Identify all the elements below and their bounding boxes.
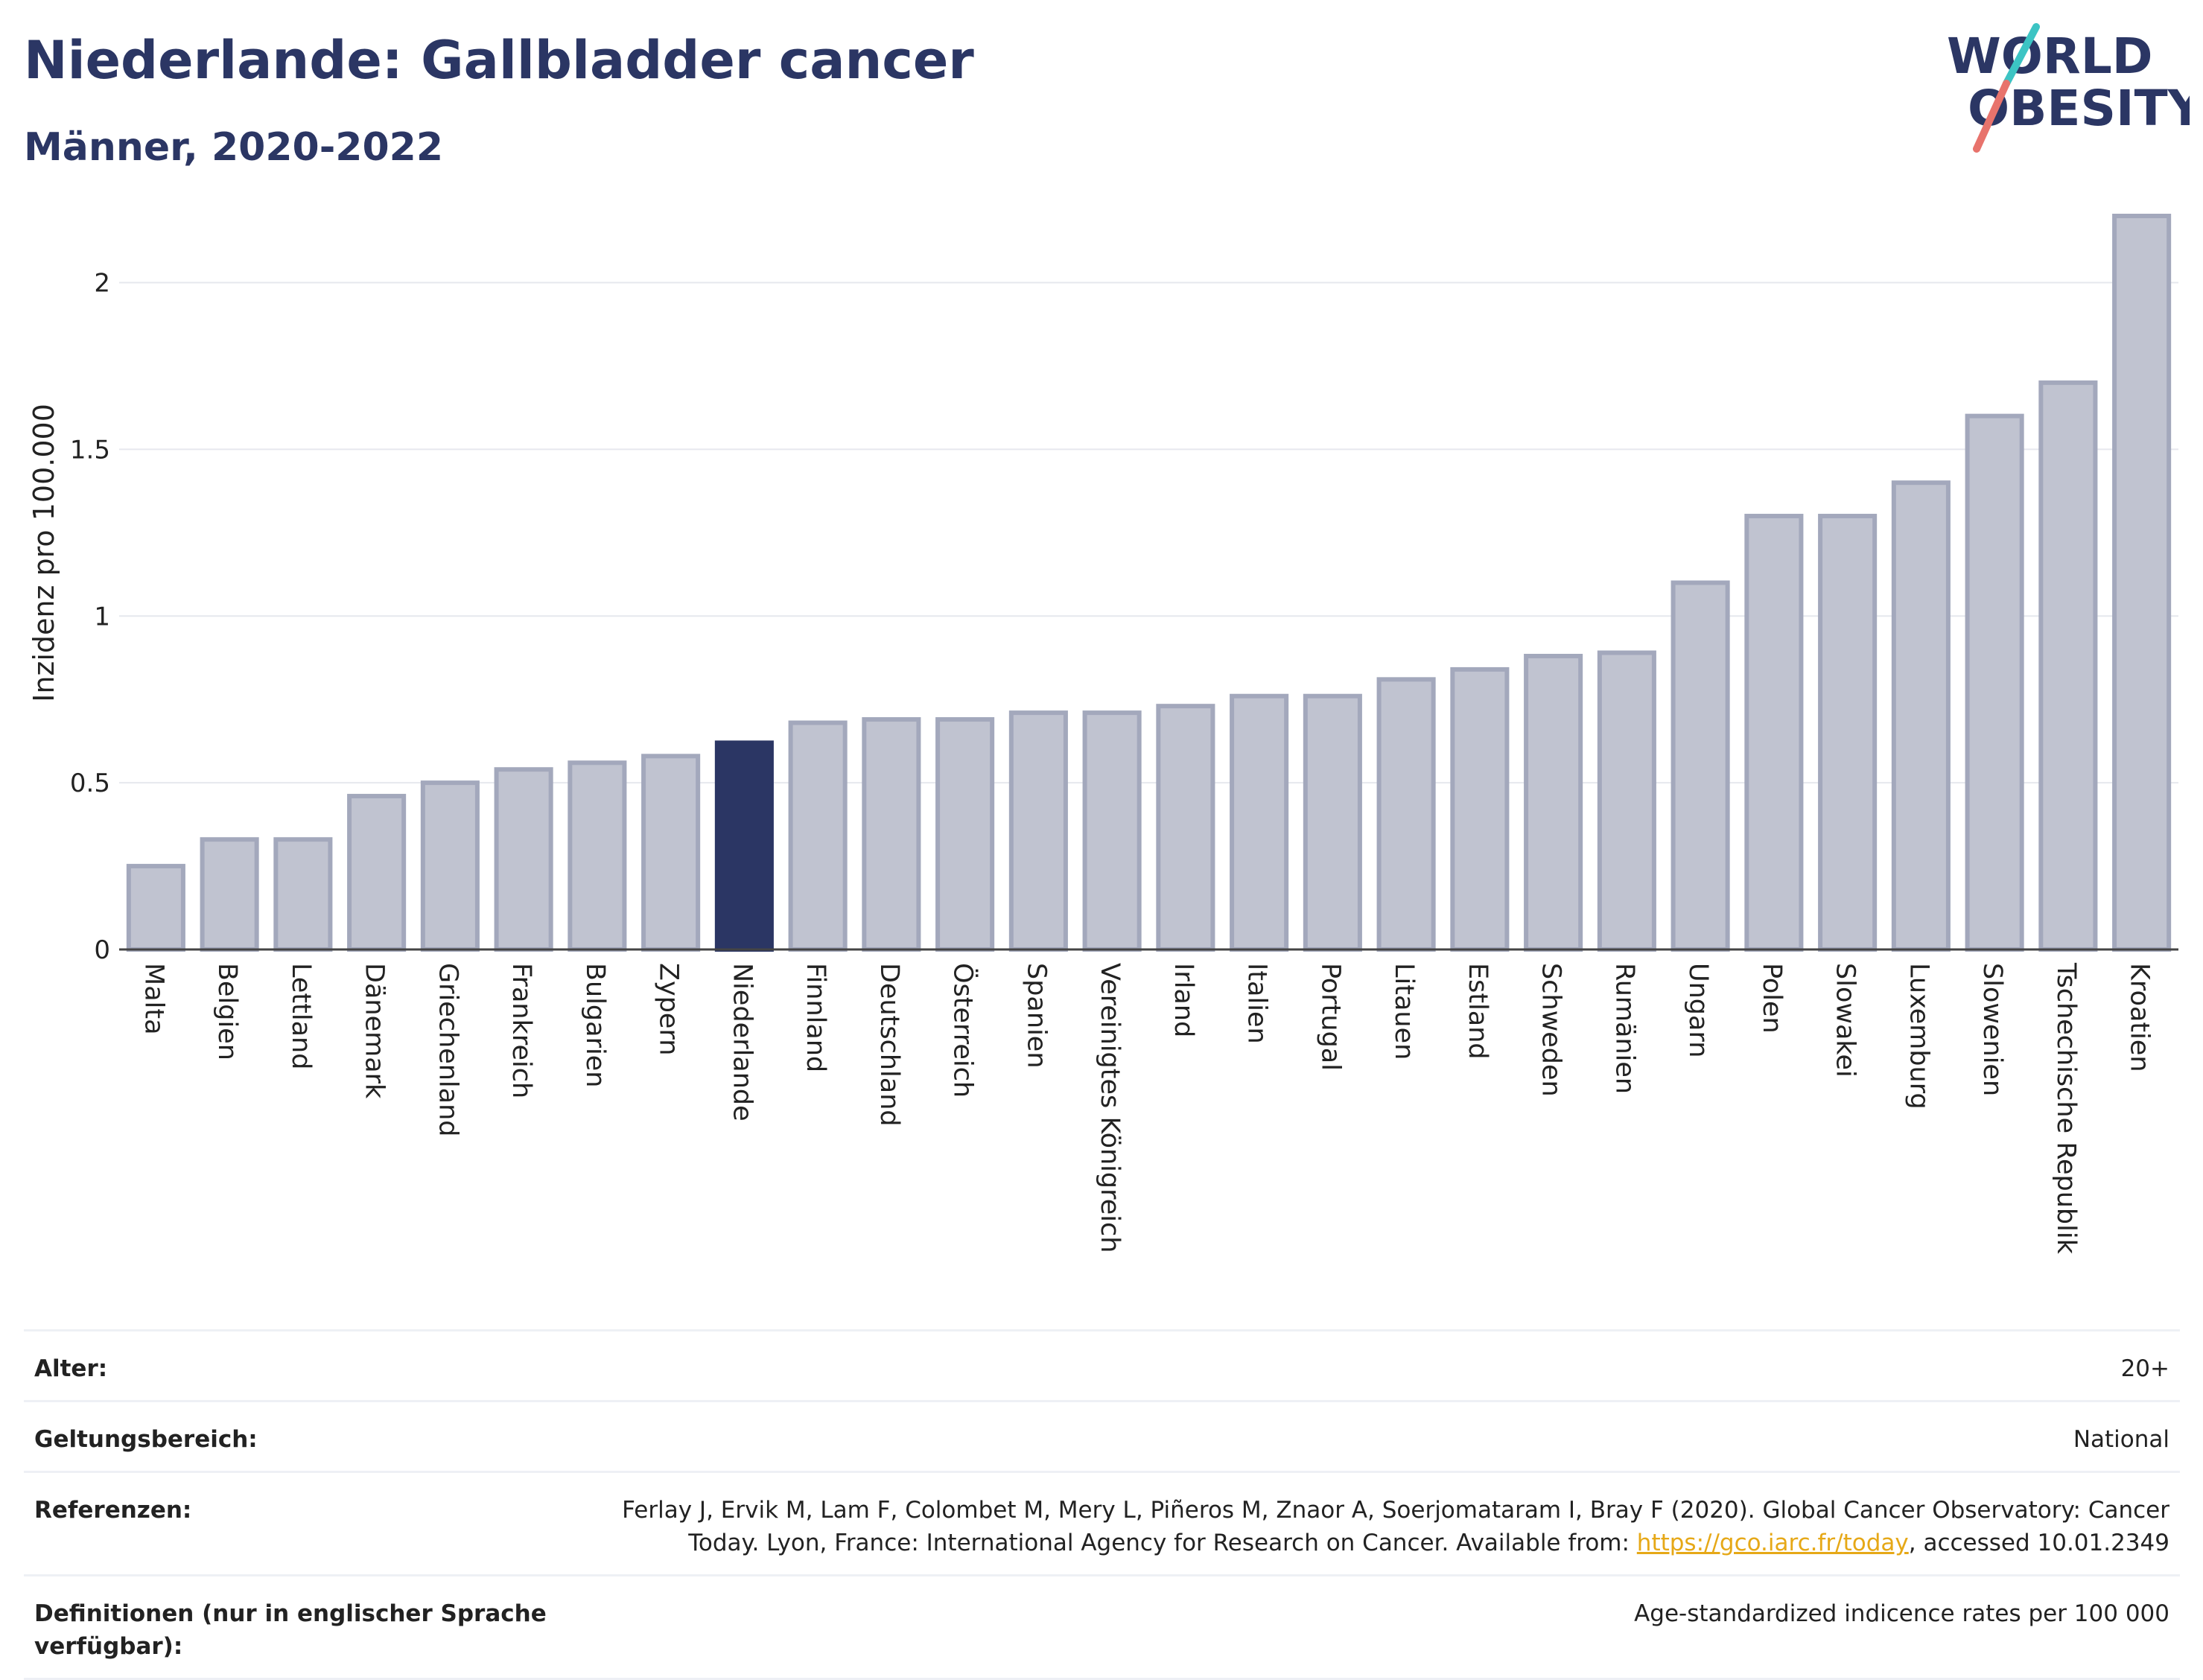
info-row-scope: Geltungsbereich: National [24, 1402, 2180, 1473]
info-row-definitions: Definitionen (nur in englischer Sprache … [24, 1576, 2180, 1680]
bar [1891, 480, 1951, 952]
age-label: Alter: [34, 1355, 108, 1382]
x-tick-label: Österreich [948, 963, 979, 1098]
bar [1450, 666, 1510, 952]
bars [126, 214, 2172, 952]
y-tick-label: 1 [94, 602, 110, 631]
x-tick-label: Slowenien [1977, 963, 2007, 1096]
bar [347, 794, 407, 952]
info-table: Alter: 20+ Geltungsbereich: National Ref… [24, 1329, 2180, 1680]
y-tick-label: 0.5 [70, 769, 110, 798]
y-tick-label: 1.5 [70, 435, 110, 465]
info-row-references: Referenzen: Ferlay J, Ervik M, Lam F, Co… [24, 1473, 2180, 1576]
bar [2038, 380, 2098, 952]
x-tick-label: Spanien [1021, 963, 1051, 1069]
x-tick-label: Schweden [1536, 963, 1566, 1097]
scope-value: National [2073, 1426, 2169, 1453]
x-tick-label: Bulgarien [580, 963, 610, 1087]
bar [788, 720, 848, 952]
x-tick-label: Litauen [1389, 963, 1419, 1060]
scope-label: Geltungsbereich: [34, 1426, 258, 1453]
definitions-value: Age-standardized indicence rates per 100… [1634, 1600, 2169, 1627]
x-tick-label: Estland [1463, 963, 1492, 1060]
logo-slash-top [2003, 23, 2040, 87]
bar [1008, 710, 1068, 952]
bar [1818, 513, 1878, 952]
bar [273, 837, 333, 952]
x-tick-label: Kroatien [2125, 963, 2155, 1072]
x-tick-label: Ungarn [1683, 963, 1713, 1057]
x-tick-label: Griechenland [433, 963, 462, 1136]
x-tick-label: Polen [1757, 963, 1787, 1034]
x-tick-label: Deutschland [874, 963, 904, 1127]
bar [1744, 513, 1804, 952]
page-title: Niederlande: Gallbladder cancer [24, 30, 974, 91]
bar [1156, 704, 1215, 952]
logo-slash-bottom [1973, 80, 2010, 153]
bar [494, 767, 553, 952]
bar [200, 837, 259, 952]
age-value: 20+ [2120, 1355, 2169, 1382]
references-text-line1: Ferlay J, Ervik M, Lam F, Colombet M, Me… [622, 1497, 2169, 1524]
definitions-label: Definitionen (nur in englischer Sprache … [34, 1600, 547, 1660]
x-tick-label: Lettland [286, 963, 316, 1069]
x-tick-label: Irland [1169, 963, 1198, 1037]
bar-chart: 0 0.5 1 1.5 2 Malta Belgien Lettland Dänemark Gr… [28, 214, 2178, 1255]
references-text-accessed: , accessed 10.01.2349 [1908, 1530, 2169, 1556]
references-value: Ferlay J, Ervik M, Lam F, Colombet M, Me… [556, 1494, 2169, 1559]
world-obesity-logo: WORLD OBESITY [1947, 23, 2190, 153]
x-tick-label: Slowakei [1831, 963, 1860, 1078]
y-axis-ticks: 0 0.5 1 1.5 2 [70, 269, 110, 965]
bar [568, 760, 627, 952]
logo-text-world: WORLD [1947, 28, 2153, 85]
x-tick-label: Zypern [654, 963, 684, 1055]
x-tick-label: Portugal [1315, 963, 1345, 1071]
page-subtitle: Männer, 2020-2022 [24, 125, 444, 170]
references-text-line2: Today. Lyon, France: International Agenc… [688, 1530, 1637, 1556]
x-tick-label: Frankreich [506, 963, 536, 1098]
bar [126, 864, 185, 952]
x-tick-label: Finnland [801, 963, 830, 1072]
bar [420, 780, 480, 952]
bar [862, 717, 921, 952]
bar [2112, 214, 2172, 952]
bar [1597, 650, 1656, 952]
x-tick-label: Vereinigtes Königreich [1095, 963, 1125, 1253]
bar [935, 717, 995, 952]
x-tick-label: Luxemburg [1904, 963, 1933, 1110]
bar [1376, 677, 1436, 952]
x-tick-label: Niederlande [727, 963, 757, 1121]
bar [714, 740, 774, 952]
references-label: Referenzen: [34, 1497, 192, 1524]
x-axis-labels: Malta Belgien Lettland Dänemark Griechenland… [139, 962, 2154, 1255]
y-tick-label: 2 [94, 269, 110, 299]
bar [641, 754, 701, 952]
info-row-age: Alter: 20+ [24, 1331, 2180, 1402]
x-tick-label: Rumänien [1609, 963, 1639, 1094]
bar [1082, 710, 1142, 952]
x-tick-label: Belgien [212, 963, 242, 1060]
bar [1965, 413, 2024, 952]
y-axis-label: Inzidenz pro 100.000 [28, 404, 60, 702]
references-link[interactable]: https://gco.iarc.fr/today [1636, 1530, 1909, 1556]
x-tick-label: Malta [139, 963, 168, 1035]
bar [1303, 693, 1362, 952]
x-tick-label: Tschechische Republik [2051, 962, 2081, 1255]
bar [1230, 693, 1289, 952]
x-tick-label: Italien [1242, 963, 1272, 1044]
bar [1524, 654, 1583, 952]
bar [1670, 580, 1730, 952]
y-tick-label: 0 [94, 935, 110, 965]
x-tick-label: Dänemark [360, 963, 390, 1099]
